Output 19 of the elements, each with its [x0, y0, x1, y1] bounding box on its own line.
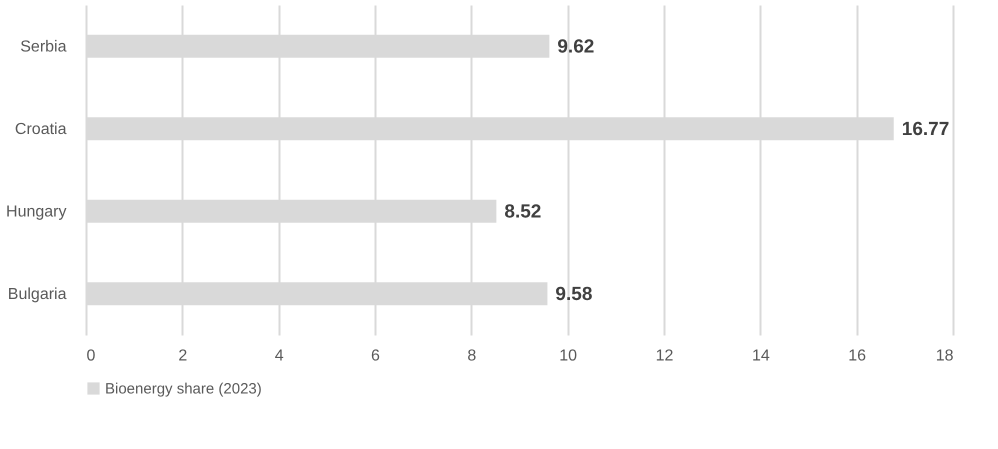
data-label: 9.58 [555, 284, 592, 305]
legend-label: Bioenergy share (2023) [105, 380, 262, 398]
x-tick-label: 8 [467, 348, 476, 364]
y-tick-label: Hungary [6, 203, 66, 220]
y-tick-label: Croatia [14, 120, 67, 138]
x-tick-label: 2 [178, 348, 188, 364]
data-label: 9.62 [557, 36, 594, 58]
x-tick-label: 10 [559, 348, 578, 364]
x-tick-label: 18 [936, 348, 954, 364]
y-tick-label: Serbia [20, 38, 67, 56]
data-label: 16.77 [902, 118, 950, 140]
y-tick-label: Bulgaria [8, 286, 67, 303]
x-tick-label: 12 [656, 348, 674, 364]
x-tick-label: 16 [848, 348, 866, 364]
x-tick-label: 14 [752, 348, 770, 364]
x-tick-label: 4 [274, 348, 284, 364]
data-label: 8.52 [504, 201, 542, 222]
x-tick-label: 6 [371, 348, 380, 364]
x-tick-label: 0 [86, 348, 96, 364]
